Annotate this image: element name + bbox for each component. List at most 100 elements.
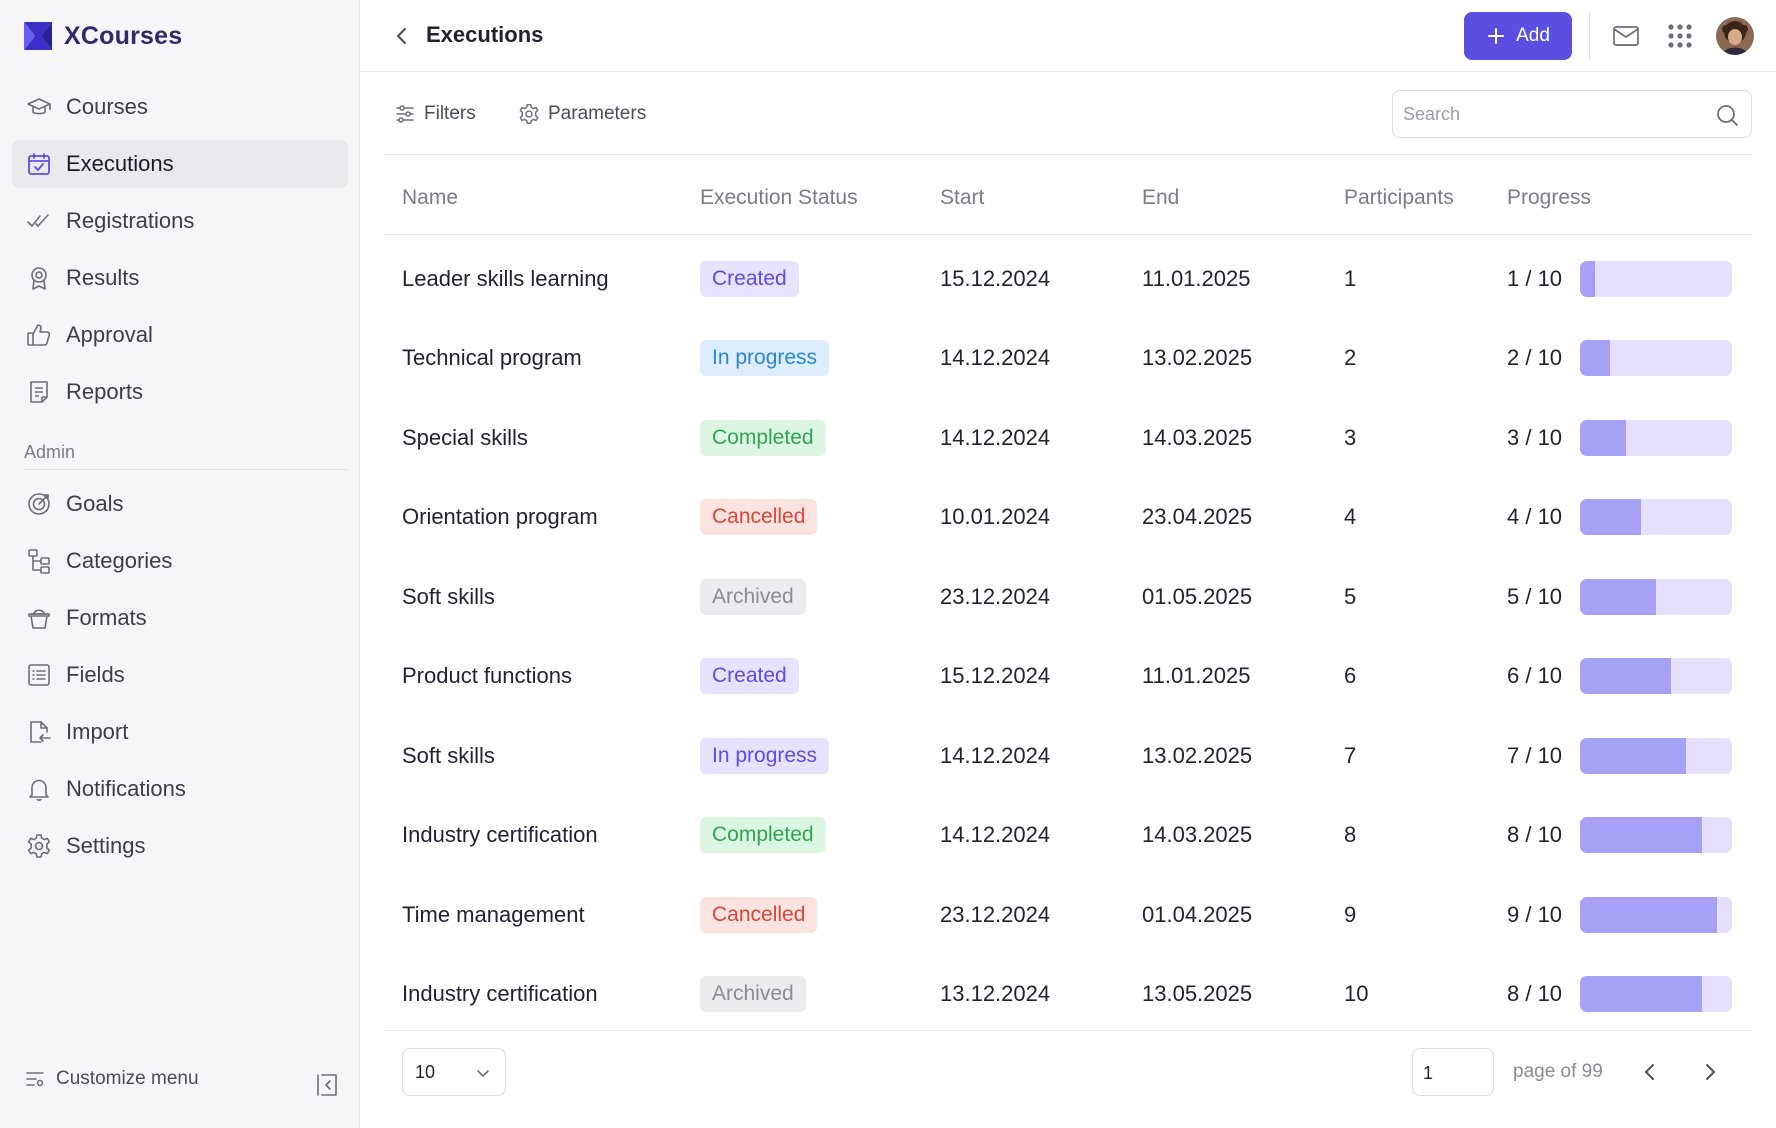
column-header-progress[interactable]: Progress bbox=[1507, 186, 1592, 209]
messages-button[interactable] bbox=[1610, 20, 1642, 52]
page-of-label: page of 99 bbox=[1513, 1061, 1603, 1082]
status-badge: In progress bbox=[700, 737, 830, 774]
brand[interactable]: XCourses bbox=[22, 18, 182, 54]
table-row[interactable]: Technical program In progress 14.12.2024… bbox=[384, 319, 1752, 399]
cell-name: Industry certification bbox=[402, 981, 598, 1007]
back-button[interactable] bbox=[388, 22, 416, 50]
previous-page-button[interactable] bbox=[1636, 1058, 1664, 1086]
filters-button[interactable]: Filters bbox=[394, 100, 476, 128]
collapse-sidebar-button[interactable] bbox=[312, 1070, 342, 1100]
sidebar-item-label: Import bbox=[66, 719, 129, 744]
sidebar-item-courses[interactable]: Courses bbox=[12, 83, 348, 131]
customize-menu-button[interactable]: Customize menu bbox=[24, 1068, 199, 1090]
cell-start: 14.12.2024 bbox=[940, 742, 1051, 768]
page-title: Executions bbox=[426, 22, 544, 47]
table-row[interactable]: Special skills Completed 14.12.2024 14.0… bbox=[384, 398, 1752, 478]
table-row[interactable]: Product functions Created 15.12.2024 11.… bbox=[384, 637, 1752, 717]
target-icon bbox=[24, 489, 54, 519]
cell-name: Technical program bbox=[402, 345, 582, 371]
sidebar-item-reports[interactable]: Reports bbox=[12, 368, 348, 416]
column-header-status[interactable]: Execution Status bbox=[700, 186, 858, 209]
cell-end: 01.05.2025 bbox=[1142, 583, 1253, 609]
sidebar-item-settings[interactable]: Settings bbox=[12, 822, 348, 870]
table-row[interactable]: Time management Cancelled 23.12.2024 01.… bbox=[384, 875, 1752, 955]
cell-participants: 9 bbox=[1344, 901, 1357, 927]
sidebar-item-results[interactable]: Results bbox=[12, 254, 348, 302]
chevron-down-icon bbox=[477, 1070, 489, 1077]
progress-bar bbox=[1580, 658, 1732, 695]
graduation-cap-icon bbox=[24, 92, 54, 122]
plus-icon bbox=[1488, 28, 1505, 44]
add-button-label: Add bbox=[1516, 25, 1550, 46]
cell-start: 10.01.2024 bbox=[940, 504, 1051, 530]
cell-participants: 6 bbox=[1344, 663, 1357, 689]
parameters-button[interactable]: Parameters bbox=[518, 100, 646, 128]
search-icon[interactable] bbox=[1715, 103, 1739, 127]
status-badge: Created bbox=[700, 658, 799, 695]
report-document-icon bbox=[24, 377, 54, 407]
sidebar-item-goals[interactable]: Goals bbox=[12, 480, 348, 528]
sidebar: XCourses Courses Executions Registration… bbox=[0, 0, 360, 1128]
table-row[interactable]: Soft skills In progress 14.12.2024 13.02… bbox=[384, 716, 1752, 796]
cell-progress-text: 2 / 10 bbox=[1507, 345, 1563, 371]
next-page-button[interactable] bbox=[1696, 1058, 1724, 1086]
cell-start: 14.12.2024 bbox=[940, 345, 1051, 371]
progress-bar-fill bbox=[1580, 658, 1672, 695]
file-import-icon bbox=[24, 717, 54, 747]
table-row[interactable]: Leader skills learning Created 15.12.202… bbox=[384, 239, 1752, 319]
chevron-left-icon bbox=[397, 28, 406, 44]
search-input[interactable] bbox=[1403, 99, 1703, 129]
gear-icon bbox=[519, 103, 539, 125]
add-button[interactable]: Add bbox=[1464, 12, 1572, 60]
progress-bar bbox=[1580, 737, 1732, 774]
sidebar-item-categories[interactable]: Categories bbox=[12, 537, 348, 585]
sidebar-item-approval[interactable]: Approval bbox=[12, 311, 348, 359]
sidebar-item-notifications[interactable]: Notifications bbox=[12, 765, 348, 813]
apps-grid-icon bbox=[1668, 24, 1692, 48]
sidebar-item-fields[interactable]: Fields bbox=[12, 651, 348, 699]
cell-start: 14.12.2024 bbox=[940, 424, 1051, 450]
table-row[interactable]: Industry certification Archived 13.12.20… bbox=[384, 955, 1752, 1035]
sidebar-item-registrations[interactable]: Registrations bbox=[12, 197, 348, 245]
page-size-select[interactable]: 10 bbox=[402, 1048, 506, 1096]
sidebar-item-formats[interactable]: Formats bbox=[12, 594, 348, 642]
table-header-divider bbox=[384, 234, 1752, 235]
cell-progress-text: 3 / 10 bbox=[1507, 424, 1563, 450]
cell-progress-text: 8 / 10 bbox=[1507, 981, 1563, 1007]
column-header-end[interactable]: End bbox=[1142, 186, 1180, 209]
cell-name: Industry certification bbox=[402, 822, 598, 848]
cell-participants: 1 bbox=[1344, 265, 1357, 291]
progress-bar-fill bbox=[1580, 817, 1702, 854]
status-badge: Cancelled bbox=[700, 896, 818, 933]
award-ribbon-icon bbox=[24, 263, 54, 293]
double-check-icon bbox=[24, 206, 54, 236]
table-row[interactable]: Soft skills Archived 23.12.2024 01.05.20… bbox=[384, 557, 1752, 637]
hierarchy-icon bbox=[24, 546, 54, 576]
sidebar-item-label: Settings bbox=[66, 833, 146, 858]
cell-name: Orientation program bbox=[402, 504, 598, 530]
user-avatar[interactable] bbox=[1716, 17, 1754, 55]
chevron-left-icon bbox=[1645, 1064, 1654, 1080]
status-badge: Completed bbox=[700, 817, 826, 854]
bell-icon bbox=[24, 774, 54, 804]
progress-bar-fill bbox=[1580, 340, 1611, 377]
progress-bar-fill bbox=[1580, 976, 1702, 1013]
cell-end: 13.05.2025 bbox=[1142, 981, 1253, 1007]
column-header-participants[interactable]: Participants bbox=[1344, 186, 1454, 209]
table-row[interactable]: Industry certification Completed 14.12.2… bbox=[384, 796, 1752, 876]
progress-bar bbox=[1580, 340, 1732, 377]
cell-participants: 3 bbox=[1344, 424, 1357, 450]
cell-start: 14.12.2024 bbox=[940, 822, 1051, 848]
admin-nav: Goals Categories Formats Fields Import bbox=[12, 480, 348, 879]
table-row[interactable]: Orientation program Cancelled 10.01.2024… bbox=[384, 478, 1752, 558]
progress-bar bbox=[1580, 817, 1732, 854]
cell-participants: 7 bbox=[1344, 742, 1357, 768]
apps-button[interactable] bbox=[1664, 20, 1696, 52]
column-header-start[interactable]: Start bbox=[940, 186, 985, 209]
cell-name: Time management bbox=[402, 901, 585, 927]
column-header-name[interactable]: Name bbox=[402, 186, 459, 209]
sidebar-item-import[interactable]: Import bbox=[12, 708, 348, 756]
sidebar-item-executions[interactable]: Executions bbox=[12, 140, 348, 188]
progress-bar-fill bbox=[1580, 578, 1656, 615]
page-number-input[interactable] bbox=[1423, 1058, 1483, 1088]
